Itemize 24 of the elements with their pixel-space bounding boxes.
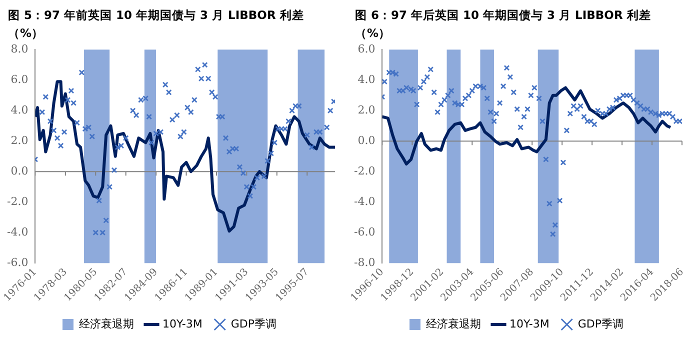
y-tick-label: -8.0 [354,256,376,269]
chart-title: 图 6：97 年后英国 10 年期国债与 3 月 LIBBOR 利差（%） [354,7,652,40]
legend-label: 经济衰退期 [426,317,481,330]
y-tick-label: 4.0 [358,72,376,86]
y-tick-label: -2.0 [354,164,376,178]
chart-title: 图 5：97 年前英国 10 年期国债与 3 月 LIBBOR 利差（%） [7,7,305,40]
y-tick-label: -6.0 [354,225,376,238]
legend-label: 10Y-3M [162,317,202,330]
legend-label: 经济衰退期 [79,317,134,330]
y-tick-label: 0.0 [358,134,376,147]
y-tick-label: 2.0 [10,134,28,147]
y-tick-label: -2.0 [6,194,28,208]
y-tick-label: 6.0 [10,72,28,86]
y-tick-label: 0.0 [10,164,28,178]
legend-label: 10Y-3M [510,317,550,330]
legend-label: GDP季调 [578,317,624,330]
y-tick-label: 8.0 [10,42,28,56]
legend-label: GDP季调 [230,317,277,330]
y-tick-label: -6.0 [6,256,28,269]
y-tick-label: 4.0 [10,103,28,116]
y-tick-label: -4.0 [354,194,376,208]
y-tick-label: 6.0 [358,42,376,56]
y-tick-label: -4.0 [6,225,28,238]
y-tick-label: 2.0 [358,103,376,116]
